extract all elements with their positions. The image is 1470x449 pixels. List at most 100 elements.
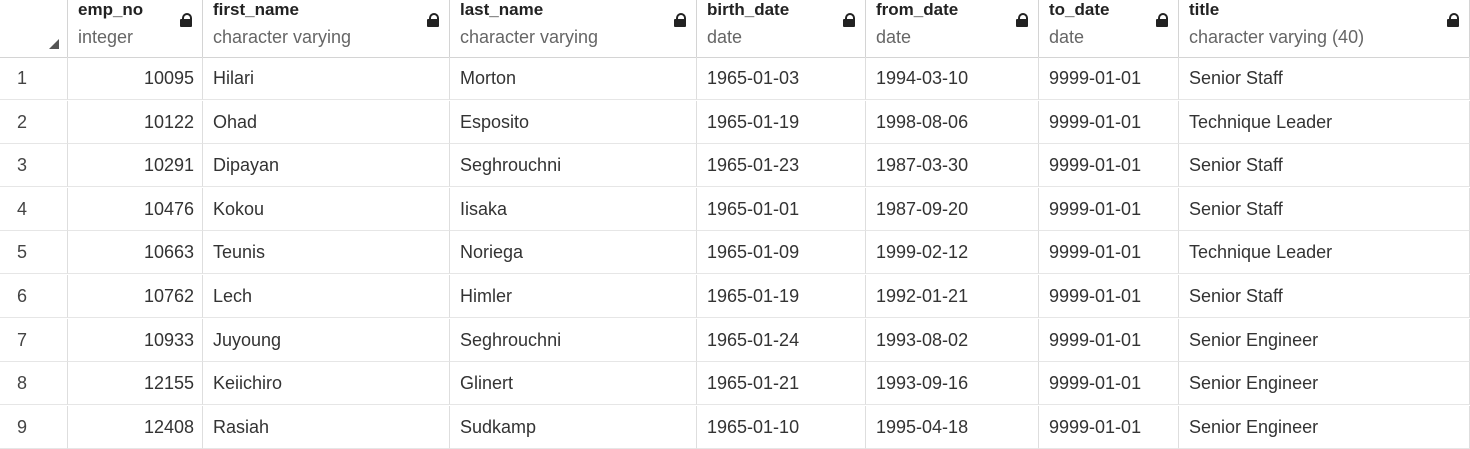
cell-title[interactable]: Senior Engineer [1179, 405, 1470, 449]
column-name: birth_date [707, 0, 790, 19]
row-number-cell[interactable]: 7 [0, 318, 68, 362]
cell-first_name[interactable]: Ohad [203, 100, 450, 144]
cell-birth_date[interactable]: 1965-01-24 [697, 318, 866, 362]
row-number-cell[interactable]: 3 [0, 144, 68, 188]
cell-value: 1965-01-23 [707, 155, 800, 176]
cell-birth_date[interactable]: 1965-01-10 [697, 405, 866, 449]
table-row[interactable]: 6 10762 Lech Himler 1965-01-19 1992-01-21 9999… [0, 275, 1470, 318]
cell-from_date[interactable]: 1993-08-02 [866, 318, 1039, 362]
table-row[interactable]: 2 10122 Ohad Esposito 1965-01-19 1998-08-06 99… [0, 100, 1470, 144]
row-number-cell[interactable]: 2 [0, 100, 68, 144]
cell-birth_date[interactable]: 1965-01-01 [697, 187, 866, 231]
cell-from_date[interactable]: 1992-01-21 [866, 275, 1039, 318]
cell-birth_date[interactable]: 1965-01-03 [697, 57, 866, 100]
cell-last_name[interactable]: Esposito [450, 100, 697, 144]
table-row[interactable]: 1 10095 Hilari Morton 1965-01-03 1994-03-10 99… [0, 57, 1470, 100]
column-header-emp_no[interactable]: emp_no integer [68, 0, 203, 57]
cell-to_date[interactable]: 9999-01-01 [1039, 275, 1179, 318]
row-number: 5 [17, 242, 28, 263]
cell-last_name[interactable]: Iisaka [450, 187, 697, 231]
cell-last_name[interactable]: Glinert [450, 362, 697, 406]
cell-value: 1965-01-19 [707, 286, 800, 306]
cell-first_name[interactable]: Juyoung [203, 318, 450, 362]
cell-emp_no[interactable]: 10095 [68, 57, 203, 100]
table-row[interactable]: 5 10663 Teunis Noriega 1965-01-09 1999-02-12 9… [0, 231, 1470, 275]
column-header-from_date[interactable]: from_date date [866, 0, 1039, 57]
cell-to_date[interactable]: 9999-01-01 [1039, 57, 1179, 100]
column-header-first_name[interactable]: first_name character varying [203, 0, 450, 57]
cell-emp_no[interactable]: 12155 [68, 362, 203, 406]
cell-last_name[interactable]: Seghrouchni [450, 144, 697, 188]
column-type: date [876, 27, 912, 47]
cell-birth_date[interactable]: 1965-01-19 [697, 100, 866, 144]
table-row[interactable]: 9 12408 Rasiah Sudkamp 1965-01-10 1995-04-18 9… [0, 405, 1470, 449]
cell-to_date[interactable]: 9999-01-01 [1039, 144, 1179, 188]
cell-to_date[interactable]: 9999-01-01 [1039, 231, 1179, 275]
cell-from_date[interactable]: 1999-02-12 [866, 231, 1039, 275]
cell-value: 1999-02-12 [876, 242, 969, 263]
select-all-corner[interactable] [0, 0, 68, 57]
cell-to_date[interactable]: 9999-01-01 [1039, 187, 1179, 231]
table-row[interactable]: 4 10476 Kokou Iisaka 1965-01-01 1987-09-20 999… [0, 187, 1470, 231]
cell-title[interactable]: Senior Staff [1179, 57, 1470, 100]
row-number-cell[interactable]: 5 [0, 231, 68, 275]
cell-to_date[interactable]: 9999-01-01 [1039, 318, 1179, 362]
cell-first_name[interactable]: Hilari [203, 57, 450, 100]
cell-title[interactable]: Senior Engineer [1179, 362, 1470, 406]
cell-emp_no[interactable]: 10476 [68, 187, 203, 231]
lock-icon [1156, 13, 1168, 27]
column-header-title[interactable]: title character varying (40) [1179, 0, 1470, 57]
row-number-cell[interactable]: 8 [0, 362, 68, 406]
cell-last_name[interactable]: Seghrouchni [450, 318, 697, 362]
column-header-birth_date[interactable]: birth_date date [697, 0, 866, 57]
row-number-cell[interactable]: 1 [0, 57, 68, 100]
cell-last_name[interactable]: Sudkamp [450, 405, 697, 449]
cell-birth_date[interactable]: 1965-01-23 [697, 144, 866, 188]
table-row[interactable]: 8 12155 Keiichiro Glinert 1965-01-21 1993-09-… [0, 362, 1470, 406]
cell-from_date[interactable]: 1987-09-20 [866, 187, 1039, 231]
row-number-cell[interactable]: 4 [0, 187, 68, 231]
column-header-to_date[interactable]: to_date date [1039, 0, 1179, 57]
cell-from_date[interactable]: 1994-03-10 [866, 57, 1039, 100]
cell-title[interactable]: Technique Leader [1179, 231, 1470, 275]
cell-emp_no[interactable]: 10663 [68, 231, 203, 275]
cell-first_name[interactable]: Teunis [203, 231, 450, 275]
cell-emp_no[interactable]: 10933 [68, 318, 203, 362]
cell-from_date[interactable]: 1998-08-06 [866, 100, 1039, 144]
cell-last_name[interactable]: Himler [450, 275, 697, 318]
cell-title[interactable]: Technique Leader [1179, 100, 1470, 144]
cell-birth_date[interactable]: 1965-01-09 [697, 231, 866, 275]
cell-title[interactable]: Senior Engineer [1179, 318, 1470, 362]
row-number: 3 [17, 155, 28, 176]
row-number-cell[interactable]: 9 [0, 405, 68, 449]
cell-from_date[interactable]: 1987-03-30 [866, 144, 1039, 188]
cell-first_name[interactable]: Dipayan [203, 144, 450, 188]
table-row[interactable]: 7 10933 Juyoung Seghrouchni 1965-01-24 1993-0… [0, 318, 1470, 362]
cell-to_date[interactable]: 9999-01-01 [1039, 100, 1179, 144]
cell-title[interactable]: Senior Staff [1179, 275, 1470, 318]
cell-to_date[interactable]: 9999-01-01 [1039, 405, 1179, 449]
cell-birth_date[interactable]: 1965-01-19 [697, 275, 866, 318]
cell-first_name[interactable]: Rasiah [203, 405, 450, 449]
cell-birth_date[interactable]: 1965-01-21 [697, 362, 866, 406]
cell-emp_no[interactable]: 10291 [68, 144, 203, 188]
cell-emp_no[interactable]: 10122 [68, 100, 203, 144]
cell-emp_no[interactable]: 10762 [68, 275, 203, 318]
cell-emp_no[interactable]: 12408 [68, 405, 203, 449]
cell-value: 1993-08-02 [876, 329, 969, 350]
cell-from_date[interactable]: 1993-09-16 [866, 362, 1039, 406]
table-row[interactable]: 3 10291 Dipayan Seghrouchni 1965-01-23 1987-0… [0, 144, 1470, 188]
cell-last_name[interactable]: Morton [450, 57, 697, 100]
cell-first_name[interactable]: Lech [203, 275, 450, 318]
cell-last_name[interactable]: Noriega [450, 231, 697, 275]
cell-title[interactable]: Senior Staff [1179, 144, 1470, 188]
cell-first_name[interactable]: Kokou [203, 187, 450, 231]
column-name: emp_no [78, 0, 144, 19]
cell-first_name[interactable]: Keiichiro [203, 362, 450, 406]
column-header-last_name[interactable]: last_name character varying [450, 0, 697, 57]
cell-title[interactable]: Senior Staff [1179, 187, 1470, 231]
row-number-cell[interactable]: 6 [0, 275, 68, 318]
column-type: character varying [213, 27, 352, 47]
cell-to_date[interactable]: 9999-01-01 [1039, 362, 1179, 406]
cell-from_date[interactable]: 1995-04-18 [866, 405, 1039, 449]
